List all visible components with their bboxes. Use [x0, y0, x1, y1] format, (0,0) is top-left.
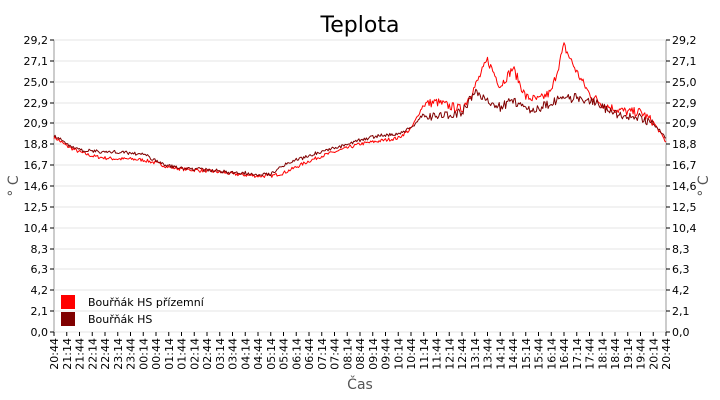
y-tick-label: 12,5 — [24, 201, 49, 214]
y-axis-label-right: ° C — [696, 175, 712, 196]
y-tick-label: 20,9 — [24, 117, 49, 130]
x-tick-label: 13:44 — [482, 338, 495, 370]
y-tick-label: 14,6 — [672, 180, 697, 193]
y-tick-label: 8,3 — [672, 243, 690, 256]
y-tick-label: 6,3 — [31, 263, 49, 276]
x-tick-label: 08:44 — [354, 338, 367, 370]
chart-title: Teplota — [320, 13, 400, 38]
x-tick-label: 17:14 — [571, 338, 584, 370]
y-tick-label: 6,3 — [672, 263, 690, 276]
x-tick-label: 18:14 — [596, 338, 609, 370]
y-tick-label: 22,9 — [24, 97, 49, 110]
x-tick-label: 04:14 — [239, 338, 252, 370]
gridlines — [54, 39, 666, 333]
y-tick-label: 18,8 — [672, 138, 697, 151]
y-tick-label: 29,2 — [672, 34, 697, 47]
legend-label: Bouřňák HS — [88, 313, 152, 326]
x-tick-label: 15:44 — [533, 338, 546, 370]
x-tick-label: 11:14 — [418, 338, 431, 370]
x-tick-label: 12:14 — [443, 338, 456, 370]
y-tick-label: 8,3 — [31, 243, 49, 256]
x-tick-label: 08:14 — [341, 338, 354, 370]
y-tick-label: 10,4 — [24, 222, 49, 235]
legend-swatch — [61, 295, 75, 309]
x-tick-label: 05:14 — [265, 338, 278, 370]
x-tick-label: 13:14 — [469, 338, 482, 370]
x-tick-label: 18:44 — [609, 338, 622, 370]
y-axis-label-left: ° C — [6, 175, 22, 196]
y-tick-label: 2,1 — [31, 305, 49, 318]
x-tick-label: 22:44 — [99, 338, 112, 370]
y-axis-left: 29,2 27,1 25,0 22,9 20,9 18,8 16,7 14,6 12,5 10,4… — [24, 34, 54, 339]
x-tick-label: 20:44 — [48, 338, 61, 370]
y-tick-label: 27,1 — [672, 55, 697, 68]
x-tick-label: 19:44 — [635, 338, 648, 370]
x-tick-label: 21:44 — [74, 338, 87, 370]
x-tick-label: 04:44 — [252, 338, 265, 370]
y-tick-label: 4,2 — [31, 284, 49, 297]
y-tick-label: 25,0 — [672, 76, 697, 89]
x-tick-label: 21:14 — [61, 338, 74, 370]
x-tick-label: 07:14 — [316, 338, 329, 370]
x-tick-label: 14:14 — [494, 338, 507, 370]
x-axis-label: Čas — [347, 375, 373, 393]
x-tick-label: 01:14 — [163, 338, 176, 370]
series-lines — [53, 42, 667, 178]
y-axis-right: 29,2 27,1 25,0 22,9 20,9 18,8 16,7 14,6 12,5 10,4… — [666, 34, 697, 339]
x-tick-label: 23:14 — [112, 338, 125, 370]
x-tick-label: 02:44 — [201, 338, 214, 370]
y-tick-label: 0,0 — [672, 326, 690, 339]
x-tick-label: 19:14 — [622, 338, 635, 370]
y-tick-label: 4,2 — [672, 284, 690, 297]
legend-swatch — [61, 312, 75, 326]
x-tick-label: 12:44 — [456, 338, 469, 370]
x-tick-label: 10:14 — [392, 338, 405, 370]
legend: Bouřňák HS přízemní Bouřňák HS — [61, 295, 205, 326]
x-tick-label: 07:44 — [329, 338, 342, 370]
x-tick-label: 02:14 — [188, 338, 201, 370]
x-tick-label: 16:14 — [545, 338, 558, 370]
x-tick-label: 14:44 — [507, 338, 520, 370]
x-tick-label: 03:14 — [214, 338, 227, 370]
x-tick-label: 01:44 — [176, 338, 189, 370]
x-tick-label: 06:14 — [290, 338, 303, 370]
y-tick-label: 16,7 — [24, 159, 49, 172]
y-tick-label: 27,1 — [24, 55, 49, 68]
x-tick-label: 00:14 — [137, 338, 150, 370]
x-tick-label: 11:44 — [431, 338, 444, 370]
x-tick-label: 05:44 — [278, 338, 291, 370]
y-tick-label: 14,6 — [24, 180, 49, 193]
y-tick-label: 22,9 — [672, 97, 697, 110]
y-tick-label: 12,5 — [672, 201, 697, 214]
x-tick-label: 09:44 — [380, 338, 393, 370]
y-tick-label: 18,8 — [24, 138, 49, 151]
x-tick-label: 06:44 — [303, 338, 316, 370]
x-tick-label: 03:44 — [227, 338, 240, 370]
y-tick-label: 2,1 — [672, 305, 690, 318]
x-tick-label: 20:14 — [647, 338, 660, 370]
y-tick-label: 16,7 — [672, 159, 697, 172]
y-tick-label: 25,0 — [24, 76, 49, 89]
x-tick-label: 15:14 — [520, 338, 533, 370]
y-tick-label: 29,2 — [24, 34, 49, 47]
series-line — [53, 88, 667, 177]
x-axis: 20:44 21:14 21:44 22:14 22:44 23:14 23:44 00:14… — [48, 332, 673, 370]
x-tick-label: 09:14 — [367, 338, 380, 370]
y-tick-label: 10,4 — [672, 222, 697, 235]
y-tick-label: 0,0 — [31, 326, 49, 339]
x-tick-label: 00:44 — [150, 338, 163, 370]
x-tick-label: 23:44 — [125, 338, 138, 370]
x-tick-label: 22:14 — [86, 338, 99, 370]
x-tick-label: 20:44 — [660, 338, 673, 370]
y-tick-label: 20,9 — [672, 117, 697, 130]
x-tick-label: 17:44 — [584, 338, 597, 370]
legend-label: Bouřňák HS přízemní — [88, 296, 205, 309]
x-tick-label: 16:44 — [558, 338, 571, 370]
x-tick-label: 10:44 — [405, 338, 418, 370]
